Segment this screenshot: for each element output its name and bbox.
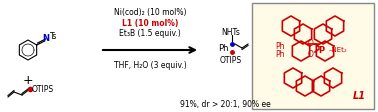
Text: 91%, dr > 20:1, 90% ee: 91%, dr > 20:1, 90% ee [180, 99, 270, 109]
Text: –NEt₂: –NEt₂ [329, 47, 348, 53]
Text: Ni(cod)₂ (10 mol%): Ni(cod)₂ (10 mol%) [114, 8, 186, 16]
Text: P: P [318, 45, 324, 55]
Text: NHTs: NHTs [222, 28, 240, 37]
Text: Ts: Ts [50, 31, 57, 41]
Text: O: O [308, 39, 314, 47]
Text: Ph: Ph [275, 42, 285, 51]
Text: L1 (10 mol%): L1 (10 mol%) [122, 18, 178, 28]
Text: Et₃B (1.5 equiv.): Et₃B (1.5 equiv.) [119, 28, 181, 38]
Text: OTIPS: OTIPS [220, 56, 242, 65]
Text: N: N [42, 33, 49, 42]
Text: L1: L1 [353, 91, 366, 101]
Text: +: + [23, 73, 33, 86]
FancyBboxPatch shape [252, 3, 374, 109]
Text: O: O [308, 50, 314, 58]
Text: Ph: Ph [218, 43, 228, 53]
Text: OTIPS: OTIPS [32, 84, 54, 94]
Text: THF, H₂O (3 equiv.): THF, H₂O (3 equiv.) [114, 60, 186, 70]
Text: Ph: Ph [275, 50, 285, 58]
